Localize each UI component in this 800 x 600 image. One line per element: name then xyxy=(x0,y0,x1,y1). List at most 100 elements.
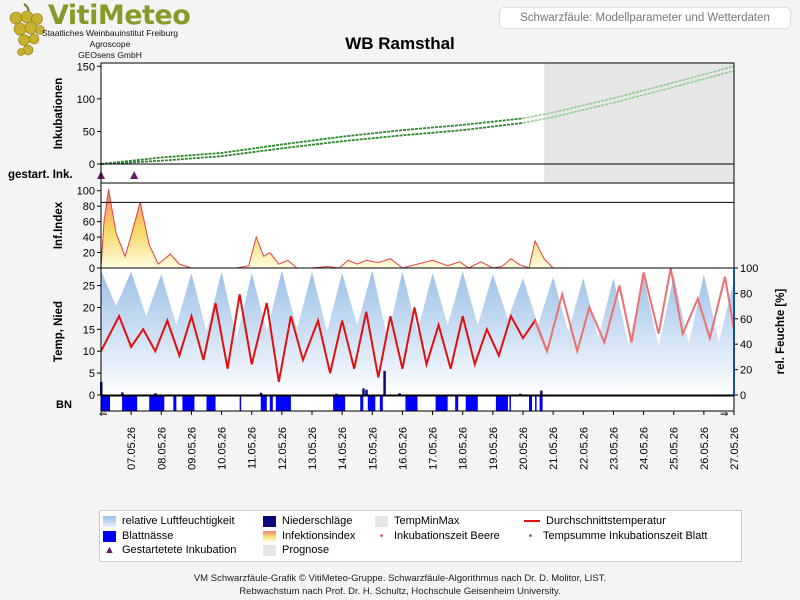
legend-item-humidity: relative Luftfeuchtigkeit xyxy=(103,515,235,527)
infection-area xyxy=(101,189,554,268)
x-tick-label: 21.05.26 xyxy=(548,427,560,470)
leaf-wetness-bar xyxy=(455,396,459,411)
logo xyxy=(4,2,184,64)
leaf-wetness-bar xyxy=(405,396,418,411)
x-tick-label: 10.05.26 xyxy=(217,427,229,470)
incubation-line xyxy=(100,117,524,165)
leaf-wetness-bar xyxy=(465,396,478,411)
legend-label: Infektionsindex xyxy=(282,530,356,542)
temperature-tick-label: 20 xyxy=(83,302,95,314)
legend-item-avgtemp: Durchschnittstemperatur xyxy=(524,515,666,527)
temperature-tick-label: 25 xyxy=(83,281,95,293)
temperature-tick-label: 5 xyxy=(89,368,95,380)
x-tick-label: 25.05.26 xyxy=(669,427,681,470)
header-label: Schwarzfäule: Modellparameter und Wetter… xyxy=(500,8,790,28)
logo-line-3: GEOsens GmbH xyxy=(78,50,142,60)
x-tick-label: 16.05.26 xyxy=(397,427,409,470)
logo-line-1: Staatliches Weinbauinstitut Freiburg xyxy=(42,28,178,38)
precipitation-bar xyxy=(518,393,522,395)
leaf-wetness-bar xyxy=(360,396,364,411)
leaf-wetness-bar xyxy=(260,396,267,411)
legend-label: Tempsumme Inkubationszeit Blatt xyxy=(543,530,708,542)
footer-line-1: VM Schwarzfäule-Grafik © VitiMeteo-Grupp… xyxy=(193,573,607,584)
incubation-forecast-line xyxy=(522,70,735,124)
legend-label: Gestartetete Inkubation xyxy=(122,544,237,556)
humidity-tick-label: 20 xyxy=(740,365,752,377)
legend-label: Niederschläge xyxy=(282,515,353,527)
leaf-wetness-bar xyxy=(206,396,216,411)
x-tick-label: 15.05.26 xyxy=(367,427,379,470)
incubation-tick-label: 50 xyxy=(83,126,95,138)
leaf-wetness-bar xyxy=(173,396,177,411)
x-tick-label: 14.05.26 xyxy=(337,427,349,470)
incubation-tick-label: 0 xyxy=(89,159,95,171)
legend-label: Blattnässe xyxy=(122,530,174,542)
legend-item-incberry: • Inkubationszeit Beere xyxy=(375,530,500,542)
incubation-tick-label: 100 xyxy=(77,94,95,106)
precipitation-bar xyxy=(365,389,368,395)
humidity-area xyxy=(101,270,734,395)
logo-line-2: Agroscope xyxy=(89,39,131,49)
incubation-tick-label: 150 xyxy=(77,61,95,73)
x-tick-label: 08.05.26 xyxy=(156,427,168,470)
x-tick-label: 17.05.26 xyxy=(428,427,440,470)
infection-tick-label: 20 xyxy=(83,248,95,260)
infection-tick-label: 100 xyxy=(77,186,95,198)
green-dot-icon: • xyxy=(528,530,533,542)
incubation-forecast-line xyxy=(522,65,735,120)
x-tick-label: 23.05.26 xyxy=(608,427,620,470)
legend-item-tempminmax: TempMinMax xyxy=(375,515,459,527)
forecast-shade xyxy=(544,63,734,183)
footer: VM Schwarzfäule-Grafik © VitiMeteo-Grupp… xyxy=(0,572,800,598)
humidity-tick-label: 60 xyxy=(740,314,752,326)
scroll-left-icon: ⇐ xyxy=(99,409,107,420)
infection-tick-label: 80 xyxy=(83,201,95,213)
leaf-wetness-frame xyxy=(100,395,735,412)
leaf-wetness-bar xyxy=(529,396,533,411)
leaf-wetness-bar xyxy=(333,396,346,411)
temperature-forecast-line xyxy=(534,267,735,356)
forecast-swatch-icon xyxy=(263,544,276,556)
infection-axis-title: Inf.Index xyxy=(53,201,65,249)
forecast-region xyxy=(544,63,734,183)
humidity-swatch-icon xyxy=(103,515,116,527)
infection-tick-label: 0 xyxy=(89,263,95,275)
x-tick-label: 18.05.26 xyxy=(458,427,470,470)
leaf-wetness-bar xyxy=(509,396,511,411)
started-incubation-axis-title: gestart. Ink. xyxy=(8,169,73,181)
leaf-wetness-bar xyxy=(495,396,508,411)
humidity-tick-label: 100 xyxy=(740,263,758,275)
chart-title: WB Ramsthal xyxy=(345,34,455,53)
precipitation-bar xyxy=(362,388,365,395)
x-tick-label: 12.05.26 xyxy=(277,427,289,470)
logo-title: VitiMeteo xyxy=(48,0,191,31)
precipitation-bar xyxy=(398,393,401,395)
leaf-wetness-bar xyxy=(122,396,138,411)
legend-label: Prognose xyxy=(282,544,330,556)
precip-swatch-icon xyxy=(263,515,276,527)
x-tick-label: 09.05.26 xyxy=(186,427,198,470)
triangle-marker-icon: ▲ xyxy=(104,543,115,556)
legend-item-infection: Infektionsindex xyxy=(263,530,355,542)
scroll-right-icon: ⇒ xyxy=(720,409,728,420)
leaf-wetness-bar xyxy=(367,396,376,411)
leaf-wetness-bar xyxy=(239,396,242,411)
humidity-tick-label: 40 xyxy=(740,339,752,351)
leaf-wetness-bar xyxy=(275,396,291,411)
leaf-wetness-bar xyxy=(539,396,543,411)
grape-logo-icon xyxy=(9,3,45,56)
x-tick-label: 22.05.26 xyxy=(578,427,590,470)
leaf-wetness-bar xyxy=(535,396,537,411)
incubation-axis-title: Inkubationen xyxy=(53,78,65,150)
precipitation-bar xyxy=(259,392,263,395)
temperature-axis-title: Temp, Nied xyxy=(53,301,65,362)
leaf-wetness-bar xyxy=(101,396,111,411)
red-dot-icon: • xyxy=(379,530,384,542)
precipitation-bar xyxy=(121,392,124,395)
temperature-line xyxy=(100,294,549,383)
x-tick-label: 11.05.26 xyxy=(247,427,259,469)
legend-label: TempMinMax xyxy=(394,515,460,527)
precipitation-bar xyxy=(335,393,338,395)
leaf-swatch-icon xyxy=(103,530,116,542)
